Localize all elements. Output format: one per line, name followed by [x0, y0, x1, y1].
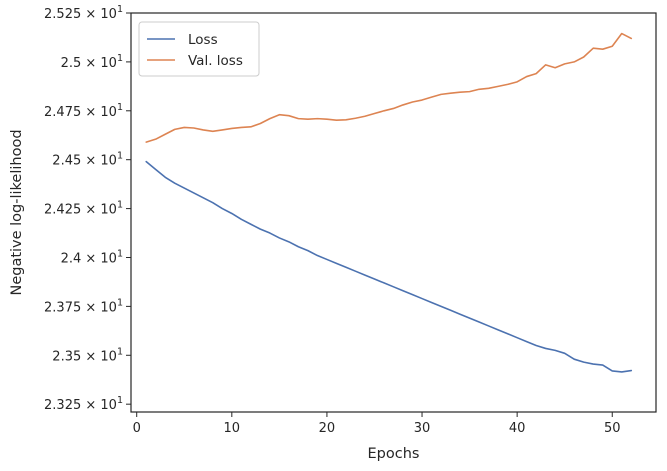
y-tick-label: 2.5 × 101	[61, 53, 123, 71]
y-tick-label: 2.425 × 101	[44, 200, 123, 218]
x-tick-label: 0	[133, 421, 141, 436]
x-tick-label: 30	[414, 421, 431, 436]
y-tick-label: 2.325 × 101	[44, 395, 123, 413]
plot-area	[131, 13, 656, 412]
y-tick-label: 2.4 × 101	[61, 248, 123, 266]
series-layer	[145, 32, 633, 373]
x-tick-label: 50	[604, 421, 621, 436]
y-tick-label: 2.475 × 101	[44, 102, 123, 120]
legend-label: Loss	[188, 32, 218, 48]
series-line-loss	[145, 160, 633, 373]
y-axis-label: Negative log-likelihood	[9, 129, 25, 295]
y-tick-label: 2.525 × 101	[44, 4, 123, 22]
x-tick-label: 20	[319, 421, 336, 436]
legend-frame	[138, 21, 260, 77]
legend: Loss Val. loss	[138, 21, 260, 77]
x-axis-label: Epochs	[368, 446, 420, 462]
legend-label: Val. loss	[188, 53, 243, 69]
y-tick-label: 2.35 × 101	[52, 346, 123, 364]
series-line-val-loss	[145, 32, 633, 143]
y-tick-label: 2.45 × 101	[52, 151, 123, 169]
x-tick-label: 10	[224, 421, 241, 436]
y-tick-label: 2.375 × 101	[44, 297, 123, 315]
plot-frame	[130, 12, 657, 413]
x-tick-label: 40	[509, 421, 526, 436]
x-axis: 0 10 20 30 40 50	[133, 412, 621, 436]
y-axis: 2.325 × 101 2.35 × 101 2.375 × 101 2.4 × 10…	[44, 4, 131, 413]
